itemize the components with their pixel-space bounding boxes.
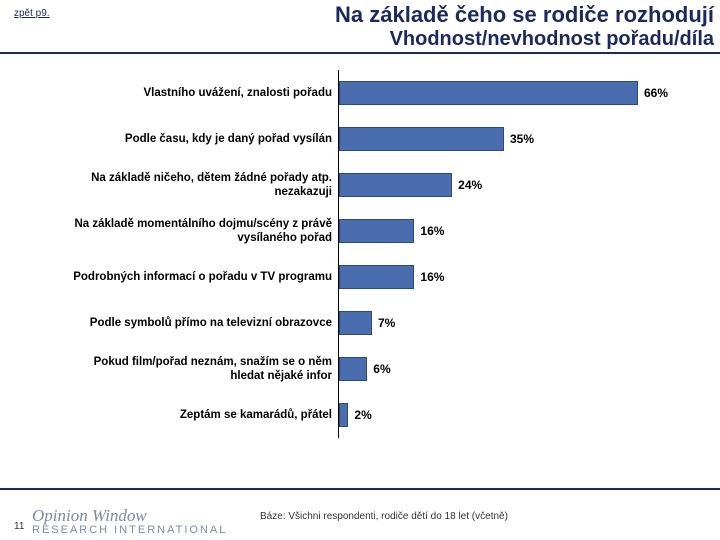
bar-zone: 16% xyxy=(338,208,668,254)
back-link[interactable]: zpět p9. xyxy=(14,8,50,19)
bar-zone: 16% xyxy=(338,254,668,300)
logo: Opinion Window RESEARCH INTERNATIONAL xyxy=(32,507,227,536)
chart-row: Na základě momentálního dojmu/scény z pr… xyxy=(60,208,680,254)
bar-label: Pokud film/pořad neznám, snažím se o něm… xyxy=(60,355,338,384)
bar xyxy=(339,357,367,381)
bar-label: Na základě momentálního dojmu/scény z pr… xyxy=(60,217,338,246)
base-note: Báze: Všichni respondenti, rodiče dětí d… xyxy=(260,511,508,522)
bar xyxy=(339,81,638,105)
chart-row: Na základě ničeho, dětem žádné pořady at… xyxy=(60,162,680,208)
bar-value: 6% xyxy=(373,362,390,376)
bar xyxy=(339,219,414,243)
chart-row: Vlastního uvážení, znalosti pořadu 66% xyxy=(60,70,680,116)
chart-row: Podle času, kdy je daný pořad vysílán 35% xyxy=(60,116,680,162)
page-number: 11 xyxy=(14,521,24,532)
title-block: Na základě čeho se rodiče rozhodují Vhod… xyxy=(50,2,720,51)
bar-value: 16% xyxy=(420,224,444,238)
bar-label: Podle času, kdy je daný pořad vysílán xyxy=(60,132,338,146)
bar-zone: 6% xyxy=(338,346,668,392)
bar-label: Podle symbolů přímo na televizní obrazov… xyxy=(60,316,338,330)
chart-row: Zeptám se kamarádů, přátel 2% xyxy=(60,392,680,438)
chart-row: Podrobných informací o pořadu v TV progr… xyxy=(60,254,680,300)
bar-value: 7% xyxy=(378,316,395,330)
bar-zone: 7% xyxy=(338,300,668,346)
bar-label: Vlastního uvážení, znalosti pořadu xyxy=(60,86,338,100)
chart-row: Pokud film/pořad neznám, snažím se o něm… xyxy=(60,346,680,392)
bar-label: Podrobných informací o pořadu v TV progr… xyxy=(60,270,338,284)
bar-value: 24% xyxy=(458,178,482,192)
header: zpět p9. Na základě čeho se rodiče rozho… xyxy=(0,0,720,54)
bar-value: 35% xyxy=(510,132,534,146)
bar-zone: 35% xyxy=(338,116,668,162)
chart-row: Podle symbolů přímo na televizní obrazov… xyxy=(60,300,680,346)
title-line-2: Vhodnost/nevhodnost pořadu/díla xyxy=(50,28,714,51)
bar-value: 66% xyxy=(644,86,668,100)
bar-value: 16% xyxy=(420,270,444,284)
footer: 11 Opinion Window RESEARCH INTERNATIONAL… xyxy=(0,488,720,540)
bar-chart: Vlastního uvážení, znalosti pořadu 66% Pod… xyxy=(60,70,680,460)
logo-bottom: RESEARCH INTERNATIONAL xyxy=(32,524,227,536)
bar-zone: 2% xyxy=(338,392,668,438)
bar-value: 2% xyxy=(354,408,371,422)
bar xyxy=(339,311,372,335)
bar-label: Na základě ničeho, dětem žádné pořady at… xyxy=(60,171,338,200)
bar xyxy=(339,403,348,427)
bar-zone: 66% xyxy=(338,70,668,116)
bar-zone: 24% xyxy=(338,162,668,208)
bar xyxy=(339,173,452,197)
title-line-1: Na základě čeho se rodiče rozhodují xyxy=(50,2,714,28)
bar-label: Zeptám se kamarádů, přátel xyxy=(60,408,338,422)
logo-top: Opinion Window xyxy=(32,507,227,524)
bar xyxy=(339,127,504,151)
bar xyxy=(339,265,414,289)
